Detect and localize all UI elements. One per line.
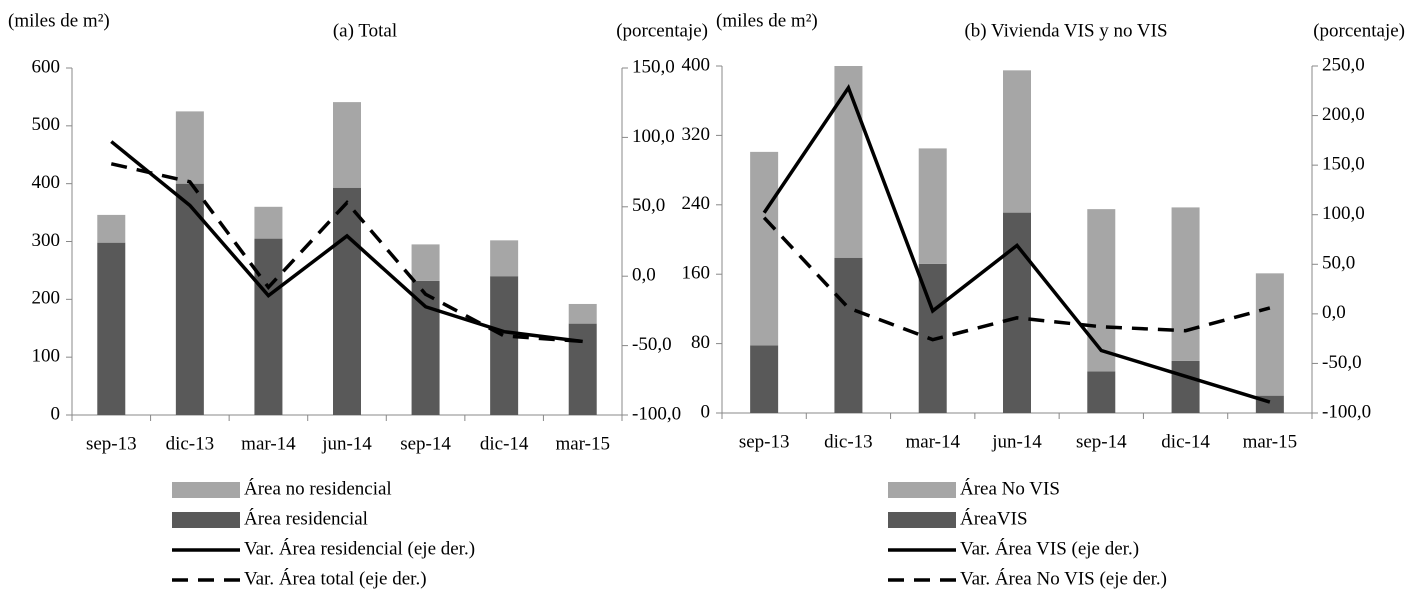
y-tick-label: 600 [32,56,61,77]
chart-title: (b) Vivienda VIS y no VIS [964,20,1167,41]
y-tick-label: 240 [682,193,711,214]
line-series [110,140,583,344]
y2-tick-label: 0,0 [632,265,656,286]
bar [1087,371,1116,413]
x-tick-label: mar-14 [241,433,296,454]
bar [490,276,519,415]
bar [834,66,863,258]
legend-swatch [172,512,240,528]
legend-label: Var. Área total (eje der.) [244,567,427,589]
y-tick-label: 0 [51,403,61,424]
x-tick-label: jun-14 [991,431,1042,452]
legend-swatch [172,482,240,498]
bar [1003,212,1031,413]
y-tick-label: 400 [32,172,61,193]
bar [750,151,779,346]
y2-tick-label: 150,0 [632,56,675,77]
bar [254,238,283,415]
y-tick-label: 200 [32,288,61,309]
y-tick-label: 100 [32,346,61,367]
bar [1171,207,1200,361]
legend-label: Var. Área No VIS (eje der.) [960,567,1167,589]
y2-tick-label: -100,0 [632,403,681,424]
y2-tick-label: 150,0 [1322,154,1365,175]
x-tick-label: dic-13 [824,431,873,452]
y-tick-label: 400 [682,54,711,75]
bar [1171,360,1200,413]
y2-tick-label: 250,0 [1322,54,1365,75]
y-tick-label: 80 [691,332,710,353]
bar [834,257,863,413]
legend-label: Var. Área residencial (eje der.) [244,537,475,559]
legend-swatch [888,482,956,498]
y-tick-label: 500 [32,114,61,135]
y-tick-label: 300 [32,230,61,251]
bar [1255,273,1284,396]
y-tick-label: 160 [682,263,711,284]
y2-tick-label: -50,0 [632,334,672,355]
y-axis-label: (miles de m²) [8,10,110,31]
bar [490,240,519,277]
y2-tick-label: 200,0 [1322,104,1365,125]
y2-tick-label: 100,0 [632,126,675,147]
bar [411,280,440,415]
x-tick-label: sep-14 [1076,431,1127,452]
x-tick-label: mar-15 [555,433,610,454]
y-axis-label: (miles de m²) [716,10,818,31]
bar [333,102,361,188]
legend-swatch [888,512,956,528]
bar [254,206,283,239]
bar [918,148,947,264]
x-tick-label: sep-13 [86,433,137,454]
x-tick-label: jun-14 [321,433,372,454]
y2-tick-label: -100,0 [1322,401,1371,422]
x-tick-label: dic-14 [480,433,529,454]
x-tick-label: mar-14 [905,431,960,452]
bar [1003,70,1031,213]
bar [97,214,126,243]
line-series [762,216,1271,342]
y2-tick-label: 0,0 [1322,302,1346,323]
legend-label: ÁreaVIS [960,507,1028,529]
y2-tick-label: 100,0 [1322,203,1365,224]
bar [568,323,597,415]
x-tick-label: sep-14 [400,433,451,454]
bar [333,187,361,415]
line-series [110,162,583,344]
y2-axis-label: (porcentaje) [1313,20,1405,41]
x-tick-label: dic-14 [1161,431,1210,452]
y2-tick-label: 50,0 [1322,253,1355,274]
y-tick-label: 320 [682,124,711,145]
x-tick-label: mar-15 [1243,431,1298,452]
bar [568,303,597,324]
bar [175,111,204,184]
bar [411,244,440,281]
line-series [762,84,1271,404]
y2-tick-label: 50,0 [632,195,665,216]
bar [175,183,204,415]
legend-label: Área no residencial [244,477,392,499]
bar [1087,209,1116,372]
chart-title: (a) Total [333,20,397,41]
y2-axis-label: (porcentaje) [616,20,708,41]
y2-tick-label: -50,0 [1322,352,1362,373]
x-tick-label: dic-13 [166,433,215,454]
legend-label: Área residencial [244,507,368,529]
legend-label: Área No VIS [960,477,1060,499]
bar [97,242,126,415]
x-tick-label: sep-13 [739,431,790,452]
legend-label: Var. Área VIS (eje der.) [960,537,1139,559]
y-tick-label: 0 [701,401,711,422]
bar [750,345,779,413]
